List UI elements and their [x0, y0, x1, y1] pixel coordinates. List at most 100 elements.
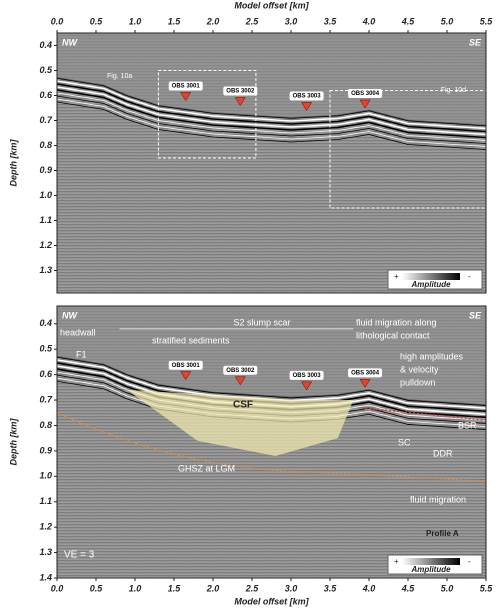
x-tick-label: 2.5 — [245, 16, 260, 26]
x-tick-label: 5.5 — [480, 16, 494, 26]
corner-label: SE — [469, 310, 482, 320]
y-tick-label: 1.3 — [39, 547, 52, 557]
annotation: Fig. 10d — [441, 87, 466, 94]
annotation: high amplitudes — [400, 351, 464, 361]
x-tick-label: 1.5 — [168, 583, 182, 593]
x-tick-label: 0.5 — [90, 583, 104, 593]
reflector — [56, 98, 487, 147]
annotation: fluid migration along — [356, 317, 437, 327]
x-tick-label: 3.0 — [285, 16, 298, 26]
y-tick-label: 0.6 — [39, 90, 53, 100]
obs-marker — [234, 97, 246, 106]
obs-marker — [180, 92, 192, 101]
x-tick-label: 5.5 — [480, 583, 494, 593]
x-tick-label: 2.0 — [206, 16, 220, 26]
x-tick-label: 1.0 — [129, 16, 142, 26]
obs-label-box — [168, 81, 203, 91]
obs-label-box — [348, 368, 383, 378]
reflector — [56, 356, 487, 406]
plot-frame — [56, 32, 487, 294]
legend-ramp — [402, 273, 460, 280]
x-tick-label: 4.5 — [401, 16, 416, 26]
x-axis-title: Model offset [km] — [234, 596, 309, 606]
legend-title: Amplitude — [410, 565, 451, 574]
x-tick-label: 3.0 — [285, 583, 298, 593]
obs-label-box — [348, 89, 383, 98]
x-tick-label: 2.5 — [245, 583, 260, 593]
legend-minus: - — [468, 557, 471, 566]
legend-plus: + — [394, 272, 399, 281]
reflector — [56, 101, 487, 150]
y-tick-label: 1.0 — [39, 190, 52, 200]
ghsz-line — [56, 412, 487, 483]
reflector — [56, 86, 487, 136]
reflector — [56, 80, 487, 130]
annotation: headwall — [60, 327, 96, 337]
y-tick-label: 1.1 — [39, 496, 52, 506]
x-tick-label: 1.0 — [129, 583, 142, 593]
obs-label: OBS 3003 — [293, 94, 322, 100]
x-axis-title: Model offset [km] — [234, 0, 309, 10]
fig-box — [157, 70, 257, 159]
y-tick-label: 0.5 — [39, 65, 53, 75]
obs-label-box — [223, 365, 258, 375]
reflector — [56, 95, 487, 144]
obs-marker — [359, 379, 371, 388]
y-tick-label: 0.7 — [39, 394, 53, 404]
y-tick-label: 0.5 — [39, 344, 53, 354]
annotation: SC — [398, 437, 411, 447]
x-tick-label: 0.0 — [51, 583, 64, 593]
x-tick-label: 3.5 — [324, 16, 338, 26]
y-tick-label: 0.4 — [39, 40, 52, 50]
water-column — [57, 33, 486, 126]
obs-label: OBS 3001 — [172, 84, 201, 90]
y-tick-label: 1.2 — [39, 240, 52, 250]
obs-label: OBS 3001 — [172, 363, 201, 369]
y-tick-label: 1.2 — [39, 522, 52, 532]
obs-marker — [301, 381, 313, 391]
legend-plus: + — [394, 557, 399, 566]
obs-label-box — [223, 86, 258, 96]
legend-ramp — [402, 558, 460, 565]
annotation: stratified sediments — [152, 335, 230, 345]
obs-label: OBS 3002 — [226, 89, 255, 95]
y-tick-label: 0.6 — [39, 369, 53, 379]
legend-title: Amplitude — [410, 280, 451, 289]
plot-frame — [56, 305, 487, 579]
water-column — [57, 306, 486, 406]
obs-marker — [301, 102, 313, 111]
annotation: S2 slump scar — [233, 317, 290, 327]
y-tick-label: 1.1 — [39, 215, 52, 225]
annotation: Profile A — [426, 529, 459, 538]
y-tick-label: 0.4 — [39, 318, 52, 328]
reflector — [56, 83, 487, 133]
annotation: VE = 3 — [64, 550, 95, 561]
annotation: lithological contact — [356, 330, 430, 340]
y-tick-label: 1.0 — [39, 471, 52, 481]
annotation: GHSZ at LGM — [178, 463, 235, 473]
obs-label: OBS 3003 — [293, 373, 322, 379]
annotation: & velocity — [400, 364, 439, 374]
obs-label-box — [289, 370, 324, 380]
y-tick-label: 0.8 — [39, 420, 52, 430]
x-tick-label: 5.0 — [441, 583, 454, 593]
obs-label: OBS 3004 — [351, 370, 380, 376]
x-tick-label: 0.0 — [51, 16, 64, 26]
annotation: DDR — [433, 448, 453, 458]
corner-label: NW — [62, 37, 78, 47]
y-tick-label: 1.3 — [39, 265, 52, 275]
y-axis-title: Depth [km] — [8, 138, 18, 186]
x-tick-label: 4.0 — [362, 16, 376, 26]
obs-label: OBS 3004 — [351, 91, 380, 97]
reflector — [56, 92, 487, 141]
obs-label-box — [289, 91, 324, 101]
annotation: Fig. 10a — [107, 73, 132, 80]
corner-label: NW — [62, 310, 78, 320]
x-tick-label: 1.5 — [168, 16, 182, 26]
y-tick-label: 0.8 — [39, 140, 52, 150]
y-tick-label: 0.9 — [39, 165, 52, 175]
x-tick-label: 3.5 — [324, 583, 338, 593]
fig-box — [329, 90, 487, 209]
reflector — [56, 89, 487, 139]
obs-label-box — [168, 360, 203, 370]
